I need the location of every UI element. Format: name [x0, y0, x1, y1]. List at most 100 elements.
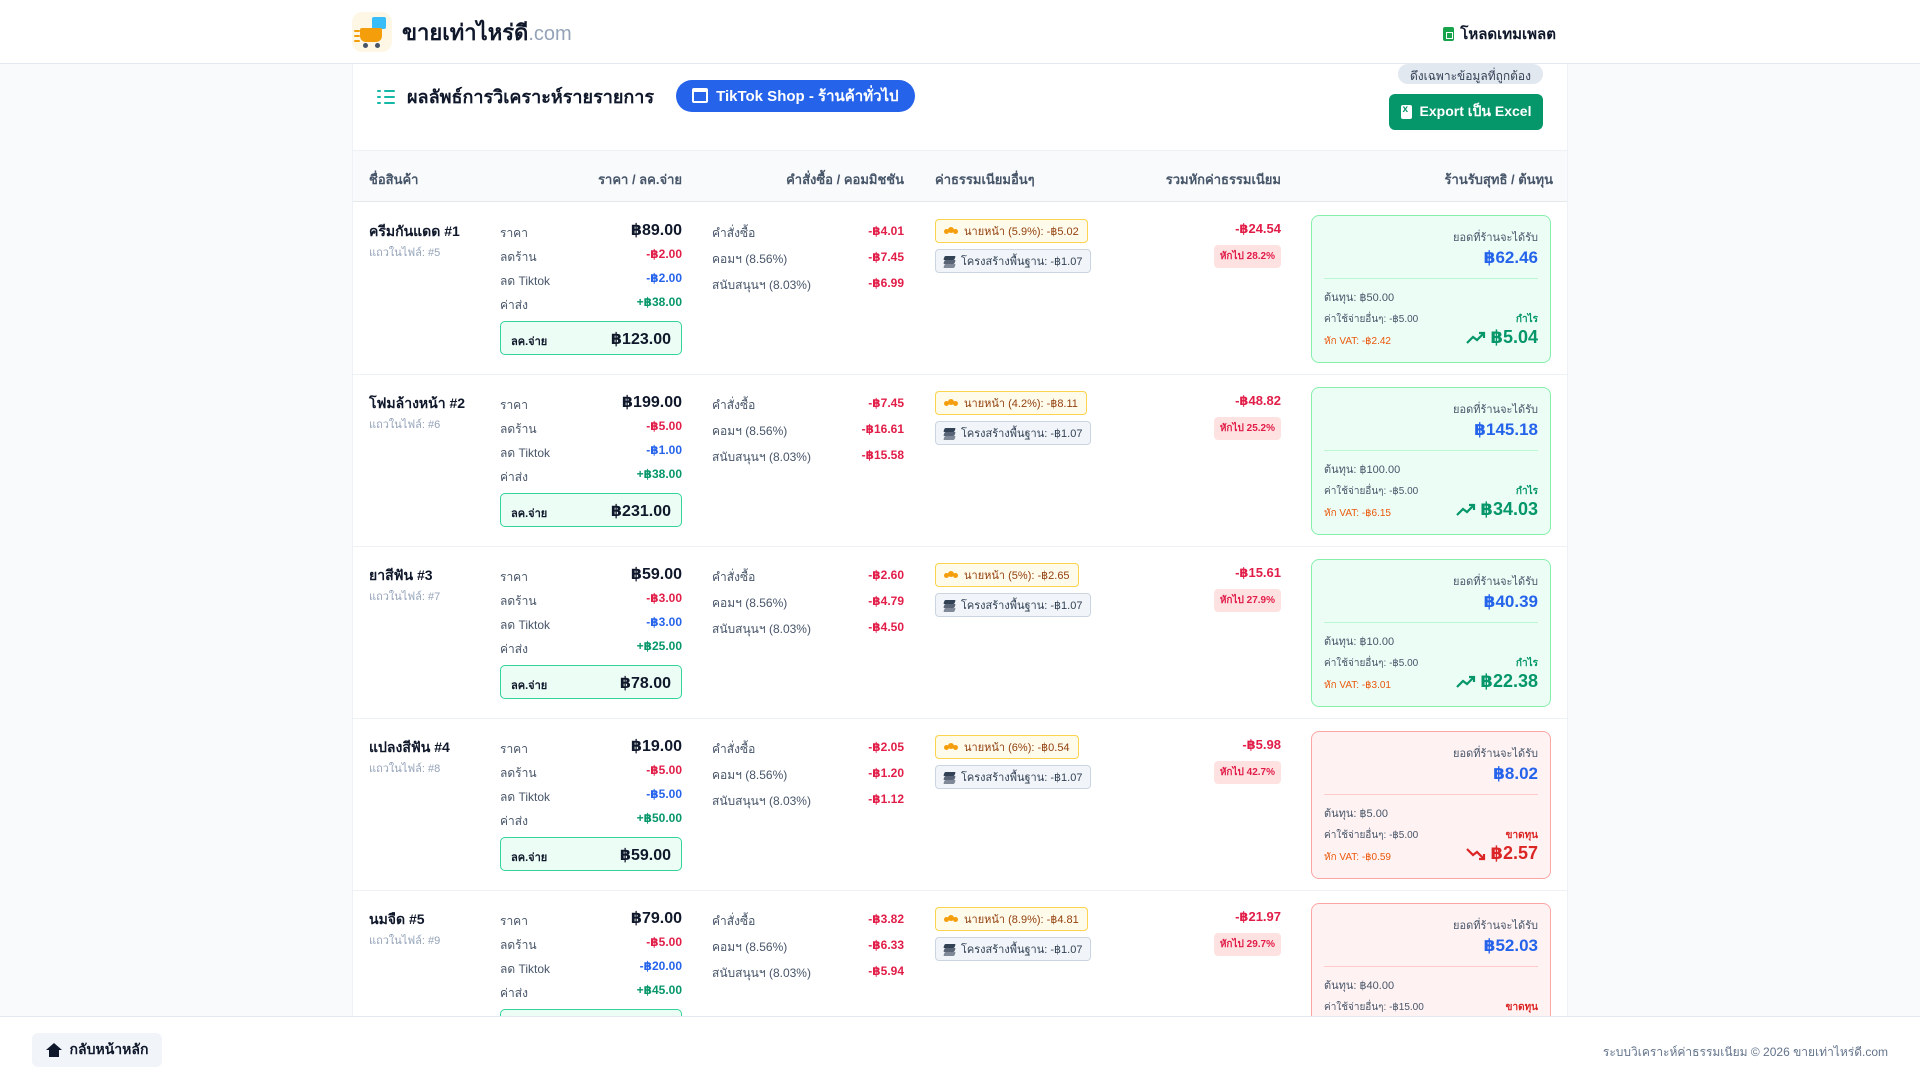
infrastructure-fee-chip: โครงสร้างพื้นฐาน: -฿1.07 — [935, 249, 1092, 273]
shop-discount-label: ลดร้าน — [500, 422, 537, 436]
receive-value: ฿8.02 — [1493, 764, 1538, 783]
shipping-value: +฿45.00 — [636, 983, 682, 997]
total-deduction-value: -฿21.97 — [1235, 909, 1281, 924]
commission-label: คอมฯ (8.56%) — [712, 768, 788, 782]
download-template-label: โหลดเทมเพลต — [1460, 26, 1556, 43]
shipping-label: ค่าส่ง — [500, 642, 528, 656]
users-icon — [944, 742, 958, 752]
affiliate-fee-text: นายหน้า (5%): -฿2.65 — [964, 570, 1070, 582]
table-row: โฟมล้างหน้า #2 แถวในไฟล์: #6 ราคา ฿199.00… — [353, 375, 1567, 547]
receive-value: ฿52.03 — [1483, 936, 1538, 955]
table-row: นมจืด #5 แถวในไฟล์: #9 ราคา ฿79.00 ลดร้าน… — [353, 891, 1567, 1016]
page-title: ผลลัพธ์การวิเคราะห์รายรายการ — [407, 86, 655, 107]
extra-expense-value: ค่าใช้จ่ายอื่นๆ: -฿15.00 — [1324, 1002, 1424, 1013]
total-deduction: -฿48.82 หักไป 25.2% — [1161, 393, 1281, 440]
customer-pays-label: ลค.จ่าย — [511, 508, 548, 520]
customer-pays-label: ลค.จ่าย — [511, 852, 548, 864]
total-deduction-value: -฿24.54 — [1235, 221, 1281, 236]
shop-discount-label: ลดร้าน — [500, 938, 537, 952]
valid-data-badge: ดึงเฉพาะข้อมูลที่ถูกต้อง — [1398, 64, 1543, 84]
back-home-button[interactable]: กลับหน้าหลัก — [32, 1033, 162, 1067]
price-breakdown: ราคา ฿89.00 ลดร้าน -฿2.00 ลด Tiktok -฿2.00 … — [500, 219, 682, 315]
profit-status: กำไร — [1515, 314, 1538, 325]
vat-value: หัก VAT: -฿0.59 — [1324, 852, 1391, 863]
customer-pays-box: ลค.จ่าย — [500, 1009, 682, 1016]
profit-value: ฿34.03 — [1480, 499, 1538, 519]
platform-label: TikTok Shop - ร้านค้าทั่วไป — [716, 88, 899, 105]
customer-pays-box: ลค.จ่าย ฿231.00 — [500, 493, 682, 527]
product-name: แปลงสีฟัน #4 — [369, 739, 450, 755]
vat-value: หัก VAT: -฿2.42 — [1324, 336, 1391, 347]
profit-value-wrap: ฿5.04 — [1466, 327, 1538, 348]
price-value: ฿79.00 — [630, 910, 682, 927]
card-divider — [1324, 622, 1538, 623]
affiliate-fee-chip: นายหน้า (4.2%): -฿8.11 — [935, 391, 1087, 415]
order-fee-value: -฿3.82 — [868, 912, 904, 926]
product-name: โฟมล้างหน้า #2 — [369, 395, 466, 411]
support-value: -฿5.94 — [868, 964, 904, 978]
tiktok-discount-label: ลด Tiktok — [500, 962, 551, 976]
affiliate-fee-chip: นายหน้า (6%): -฿0.54 — [935, 735, 1079, 759]
price-value: ฿19.00 — [630, 738, 682, 755]
profit-value: ฿22.38 — [1480, 671, 1538, 691]
home-icon — [45, 1043, 62, 1057]
table-header: ชื่อสินค้า ราคา / ลค.จ่าย คำสั่งซื้อ / ค… — [353, 150, 1567, 202]
total-deduction: -฿24.54 หักไป 28.2% — [1161, 221, 1281, 268]
product-name: ยาสีฟัน #3 — [369, 567, 433, 583]
tiktok-discount-label: ลด Tiktok — [500, 618, 551, 632]
receive-label: ยอดที่ร้านจะได้รับ — [1453, 748, 1538, 760]
other-fees: นายหน้า (5.9%): -฿5.02 โครงสร้างพื้นฐาน:… — [935, 219, 1092, 279]
net-result-card: ยอดที่ร้านจะได้รับ ฿8.02 ต้นทุน: ฿5.00 ค… — [1311, 731, 1551, 879]
shipping-value: +฿38.00 — [636, 467, 682, 481]
deduction-percent-badge: หักไป 29.7% — [1213, 933, 1281, 956]
receive-label: ยอดที่ร้านจะได้รับ — [1453, 232, 1538, 244]
download-template-link[interactable]: โหลดเทมเพลต — [1443, 22, 1556, 46]
total-deduction-value: -฿48.82 — [1235, 393, 1281, 408]
shop-discount-label: ลดร้าน — [500, 594, 537, 608]
shop-discount-value: -฿5.00 — [646, 419, 682, 433]
cost-value: ต้นทุน: ฿100.00 — [1324, 464, 1401, 476]
receive-value: ฿40.39 — [1483, 592, 1538, 611]
export-excel-button[interactable]: Export เป็น Excel — [1389, 94, 1543, 130]
shop-discount-value: -฿5.00 — [646, 763, 682, 777]
order-fee-value: -฿7.45 — [868, 396, 904, 410]
affiliate-fee-chip: นายหน้า (5%): -฿2.65 — [935, 563, 1079, 587]
users-icon — [944, 398, 958, 408]
affiliate-fee-text: นายหน้า (6%): -฿0.54 — [964, 742, 1070, 754]
price-label: ราคา — [500, 570, 528, 584]
infrastructure-fee-chip: โครงสร้างพื้นฐาน: -฿1.07 — [935, 937, 1092, 961]
deduction-percent-badge: หักไป 27.9% — [1213, 589, 1281, 612]
tiktok-discount-label: ลด Tiktok — [500, 790, 551, 804]
price-breakdown: ราคา ฿79.00 ลดร้าน -฿5.00 ลด Tiktok -฿20.00… — [500, 907, 682, 1003]
shipping-label: ค่าส่ง — [500, 470, 528, 484]
card-divider — [1324, 450, 1538, 451]
receive-label: ยอดที่ร้านจะได้รับ — [1453, 404, 1538, 416]
card-divider — [1324, 966, 1538, 967]
extra-expense-value: ค่าใช้จ่ายอื่นๆ: -฿5.00 — [1324, 658, 1419, 669]
infrastructure-fee-chip: โครงสร้างพื้นฐาน: -฿1.07 — [935, 593, 1092, 617]
layers-icon — [943, 771, 956, 784]
trend-up-icon — [1456, 503, 1476, 516]
commission-label: คอมฯ (8.56%) — [712, 940, 788, 954]
support-label: สนับสนุนฯ (8.03%) — [712, 450, 811, 464]
file-icon — [1443, 27, 1455, 41]
brand-logo[interactable]: ขายเท่าไหร่ดี.com — [352, 12, 572, 52]
cost-value: ต้นทุน: ฿5.00 — [1324, 808, 1388, 820]
commission-value: -฿6.33 — [868, 938, 904, 952]
price-label: ราคา — [500, 742, 528, 756]
support-value: -฿6.99 — [868, 276, 904, 290]
col-price: ราคา / ลค.จ่าย — [598, 172, 682, 187]
store-icon — [692, 87, 709, 103]
file-row-number: แถวในไฟล์: #6 — [369, 419, 441, 431]
profit-value-wrap: ฿22.38 — [1456, 671, 1538, 692]
customer-pays-value: ฿123.00 — [610, 331, 671, 348]
cost-value: ต้นทุน: ฿10.00 — [1324, 636, 1395, 648]
trend-down-icon — [1466, 847, 1486, 860]
order-fee-label: คำสั่งซื้อ — [712, 742, 756, 756]
users-icon — [944, 570, 958, 580]
shop-discount-value: -฿5.00 — [646, 935, 682, 949]
list-check-icon — [377, 88, 395, 104]
file-row-number: แถวในไฟล์: #9 — [369, 935, 441, 947]
total-deduction-value: -฿5.98 — [1242, 737, 1281, 752]
panel-heading: ผลลัพธ์การวิเคราะห์รายรายการ TikTok Shop… — [377, 80, 915, 112]
